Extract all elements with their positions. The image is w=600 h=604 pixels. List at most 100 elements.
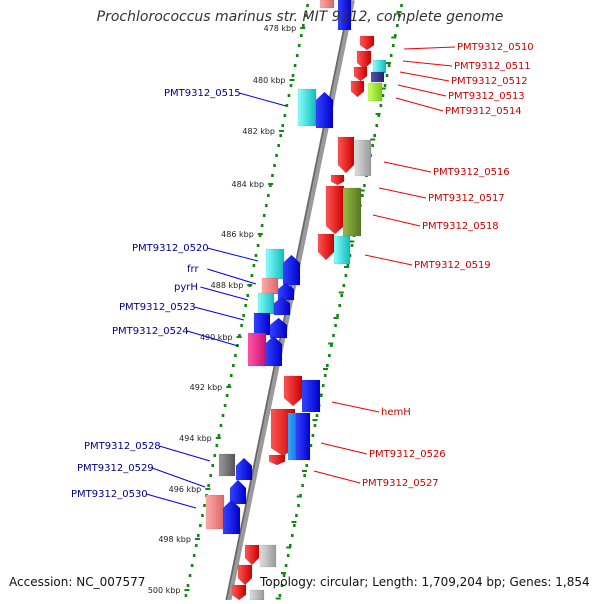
rail-dot-left xyxy=(192,554,196,557)
rail-dot-right xyxy=(391,44,395,47)
kbp-tick-label: 482 kbp xyxy=(242,127,275,136)
gene-reverse xyxy=(359,35,375,51)
rail-dot-left xyxy=(264,204,268,207)
leader-line-reverse xyxy=(403,46,456,50)
leader-line-reverse xyxy=(320,442,368,455)
rail-dot-left xyxy=(306,4,309,7)
leader-line-reverse xyxy=(372,214,421,227)
gene-label-forward: PMT9312_0529 xyxy=(77,463,154,474)
rail-dot-left xyxy=(275,154,278,157)
gene-reverse xyxy=(231,584,247,601)
rail-dot-left xyxy=(184,594,188,597)
gene-label-reverse: PMT9312_0527 xyxy=(362,478,439,489)
rail-dot-right xyxy=(371,144,374,147)
gene-forward xyxy=(235,457,253,481)
rail-dot-right xyxy=(389,54,393,57)
leader-line-forward xyxy=(159,445,211,462)
gene-reverse xyxy=(370,71,385,83)
rail-dot-left xyxy=(225,394,229,397)
gene-label-reverse: PMT9312_0526 xyxy=(369,449,446,460)
gene-reverse xyxy=(330,174,345,186)
kbp-tick-label: 494 kbp xyxy=(179,434,212,443)
rail-dot-right xyxy=(301,484,304,487)
rail-dot-left xyxy=(190,564,194,567)
rail-dot-left xyxy=(207,484,210,487)
rail-dot-left xyxy=(238,334,241,337)
rail-dot-right xyxy=(398,14,401,17)
gene-reverse xyxy=(325,185,345,235)
leader-line-forward xyxy=(146,493,197,509)
kbp-tick-label: 484 kbp xyxy=(231,180,264,189)
rail-dot-right xyxy=(293,524,296,527)
rail-dot-left xyxy=(271,174,274,177)
rail-dot-left xyxy=(213,454,217,457)
rail-dot-left xyxy=(240,324,243,327)
rail-dot-right xyxy=(344,274,348,277)
kbp-tick-label: 486 kbp xyxy=(221,230,254,239)
rail-dot-left xyxy=(209,474,212,477)
gene-reverse xyxy=(367,82,383,102)
leader-line-forward xyxy=(239,92,287,107)
rail-dot-left xyxy=(186,584,190,587)
rail-dot-left xyxy=(242,314,245,317)
rail-dot-right xyxy=(381,94,385,97)
gene-reverse xyxy=(301,379,321,413)
gene-label-reverse: PMT9312_0519 xyxy=(414,260,491,271)
rail-dot-right xyxy=(303,474,306,477)
rail-dot-right xyxy=(379,104,383,107)
rail-dot-left xyxy=(260,224,264,227)
leader-line-reverse xyxy=(397,84,447,97)
gene-reverse xyxy=(350,80,365,98)
rail-dot-left xyxy=(279,134,282,137)
rail-dot-left xyxy=(291,74,295,77)
rail-dot-left xyxy=(256,244,260,247)
gene-label-forward: PMT9312_0528 xyxy=(84,441,161,452)
leader-line-reverse xyxy=(364,254,413,266)
rail-dot-right xyxy=(311,434,315,437)
rail-dot-left xyxy=(199,524,202,527)
kbp-tick-label: 498 kbp xyxy=(158,535,191,544)
gene-forward xyxy=(247,332,267,367)
accession-text: Accession: NC_007577 xyxy=(9,575,146,589)
gene-label-forward: PMT9312_0524 xyxy=(112,326,189,337)
leader-line-reverse xyxy=(399,71,450,82)
leader-line-reverse xyxy=(402,60,453,67)
rail-dot-right xyxy=(297,504,300,507)
rail-dot-right xyxy=(373,134,376,137)
rail-dot-right xyxy=(346,264,350,267)
kbp-tick-label: 478 kbp xyxy=(264,24,297,33)
leader-line-reverse xyxy=(313,470,361,484)
gene-reverse xyxy=(268,454,286,466)
kbp-tick-label: 490 kbp xyxy=(200,333,233,342)
gene-forward xyxy=(264,335,283,367)
rail-dot-right xyxy=(336,314,339,317)
gene-forward xyxy=(253,312,271,336)
rail-dot-left xyxy=(273,164,276,167)
gene-reverse xyxy=(249,589,265,601)
rail-dot-right xyxy=(375,124,379,127)
gene-reverse xyxy=(259,544,277,568)
rail-dot-right xyxy=(323,374,327,377)
kbp-tick-label: 488 kbp xyxy=(211,281,244,290)
topology-text: Topology: circular; Length: 1,709,204 bp… xyxy=(260,575,590,589)
rail-dot-left xyxy=(299,34,303,37)
kbp-tick-label: 480 kbp xyxy=(253,76,286,85)
rail-dot-left xyxy=(269,184,272,187)
rail-dot-right xyxy=(361,194,364,197)
gene-label-forward: PMT9312_0523 xyxy=(119,302,196,313)
rail-dot-right xyxy=(313,424,317,427)
kbp-tick-label: 500 kbp xyxy=(148,586,181,595)
leader-line-forward xyxy=(152,467,206,488)
rail-dot-left xyxy=(302,24,305,27)
rail-dot-left xyxy=(277,144,280,147)
rail-dot-left xyxy=(219,424,223,427)
kbp-tick-label: 496 kbp xyxy=(169,485,202,494)
rail-dot-left xyxy=(287,94,291,97)
gene-forward xyxy=(257,292,275,315)
gene-reverse xyxy=(244,544,260,566)
gene-forward xyxy=(222,499,241,535)
rail-dot-left xyxy=(293,64,297,67)
gene-label-reverse: PMT9312_0514 xyxy=(445,106,522,117)
